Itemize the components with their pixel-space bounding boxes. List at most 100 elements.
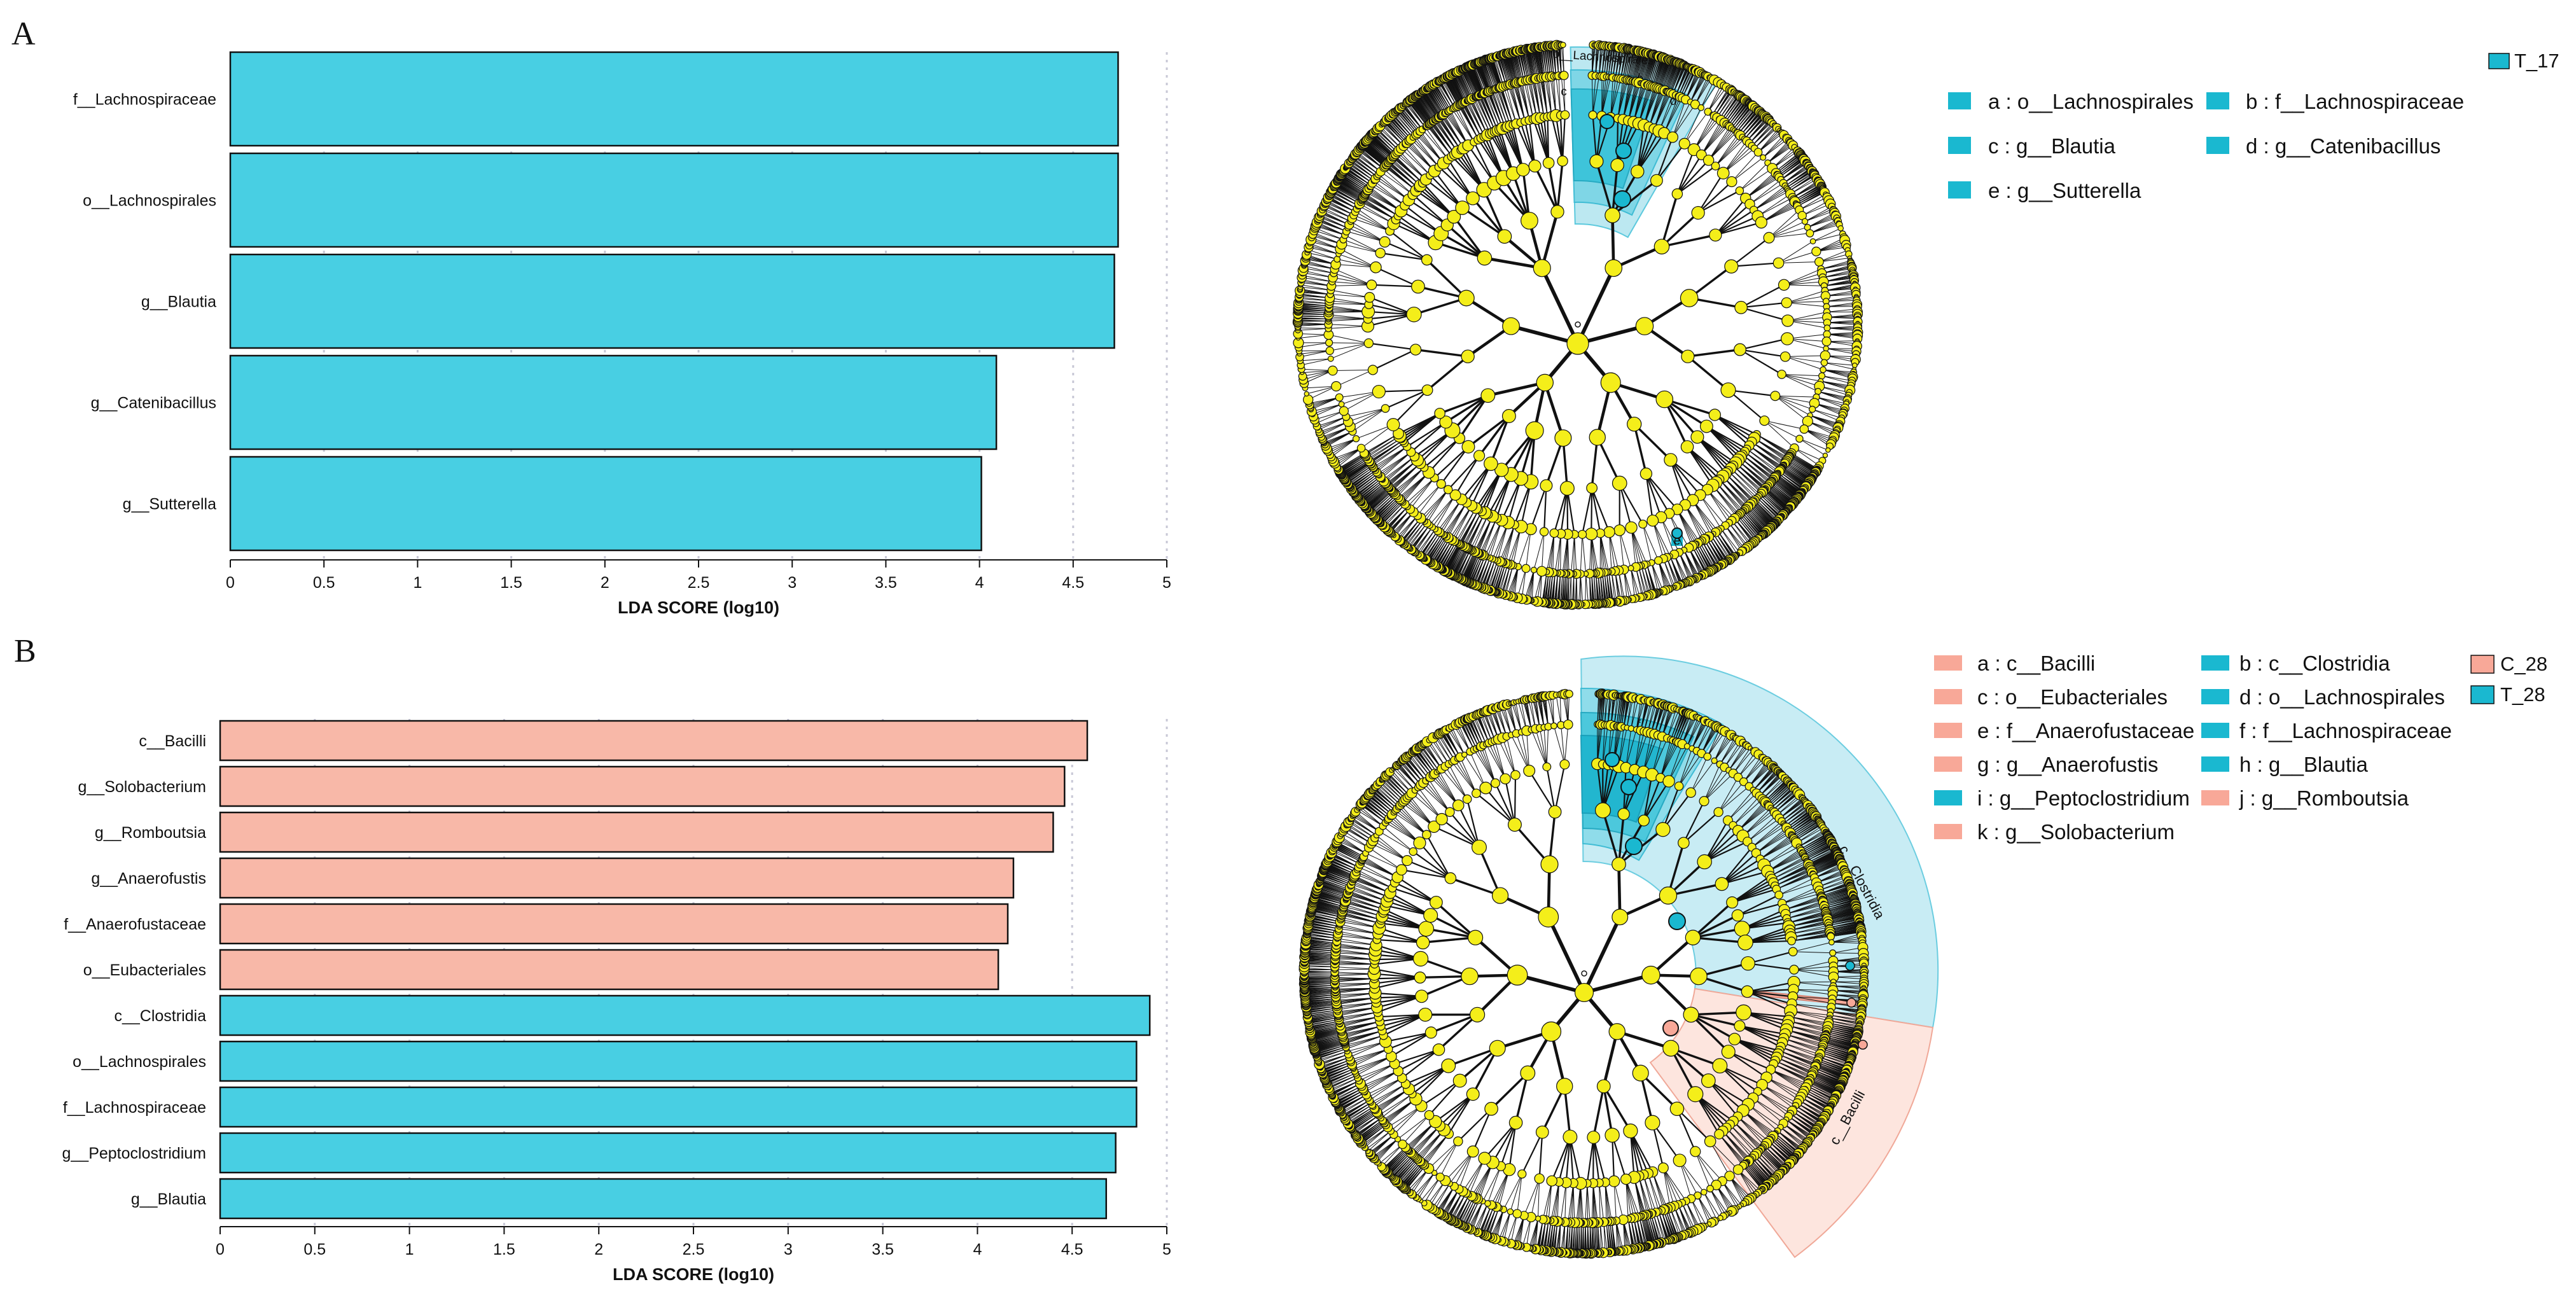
tree-edge [1692,499,1718,531]
tree-edge [1728,470,1757,500]
tree-node [1709,228,1722,242]
tree-edge [1633,424,1648,474]
tree-edge [1343,239,1381,254]
tree-edge [1804,428,1832,443]
tree-edge [1765,489,1788,510]
tree-edge [1723,143,1750,174]
tree-edge [1431,494,1456,527]
tree-edge [1783,277,1823,286]
tree-edge [1585,573,1587,604]
tree-edge [1787,320,1828,323]
tree-edge [1304,370,1333,384]
tree-edge [1775,395,1808,422]
tree-edge [1454,455,1480,496]
tree-edge [1318,416,1347,431]
tree-edge [1499,524,1515,562]
tree-edge [1687,446,1720,480]
tree-edge [1503,524,1515,563]
tree-edge [1809,224,1840,234]
bar-chart-a: f__Lachnospiraceaeo__Lachnospiralesg__Bl… [73,51,1171,617]
tree-edge [1561,573,1565,604]
tree-edge [1688,547,1701,576]
tree-edge [1404,204,1442,234]
tree-edge [1753,189,1788,211]
tree-edge [1751,442,1784,466]
tree-edge [1307,249,1337,260]
tree-edge [1729,102,1750,127]
tree-edge [1599,533,1607,573]
tree-edge [1676,509,1697,545]
tree-edge [1601,46,1606,76]
x-axis-title-a: LDA SCORE (log10) [618,598,779,617]
tree-edge [1757,197,1793,217]
tree-edge [1611,165,1619,216]
tree-edge [1304,265,1334,274]
tree-edge [1785,169,1811,186]
tree-edge [1783,273,1822,286]
tree-node [1484,456,1498,471]
tree-node [1610,158,1624,172]
tree-edge [1739,457,1771,484]
tree-edge [1692,499,1711,536]
tree-edge [1624,569,1630,600]
tree-node [1724,259,1739,274]
tree-edge [1714,90,1733,116]
x-tick-label: 4 [975,574,984,592]
tree-edge [1412,193,1448,226]
tree-edge [1423,437,1460,468]
tree-edge [1328,326,1368,329]
tree-node [1421,384,1433,396]
tree-edge [1645,473,1678,510]
tree-edge [1786,295,1826,303]
tree-edge [1754,127,1778,149]
tree-edge [1741,512,1762,536]
tree-edge [1731,262,1779,267]
tree-edge [1608,532,1619,571]
tree-edge [1347,227,1385,242]
tree-edge [1433,446,1469,478]
tree-edge [1672,99,1686,137]
tree-edge [1365,193,1398,216]
tree-edge [1346,408,1386,417]
cladogram-a: o__Lachnospirales b c d e [1292,39,1863,610]
tree-edge [1701,122,1725,155]
tree-edge [1701,125,1729,155]
tree-node [1521,564,1531,573]
tree-edge [1328,334,1369,344]
tree-edge [1694,116,1715,150]
tree-edge [1741,307,1788,322]
tree-edge [1329,300,1369,305]
tree-node [1554,429,1572,447]
tree-edge [1361,424,1394,449]
tree-edge [1541,531,1545,571]
tree-edge [1298,342,1330,348]
tree-edge [1804,211,1834,222]
tree-edge [1543,485,1547,532]
tree-edge [1487,520,1503,557]
tree-edge [1660,517,1680,553]
tree-edge [1697,436,1727,474]
tree-node [1480,388,1496,403]
tree-edge [1371,284,1418,288]
tree-edge [1350,408,1386,428]
tree-edge [1457,508,1477,543]
tree-edge [1638,86,1653,124]
tree-edge [1749,122,1772,144]
tree-edge [1751,125,1775,146]
tree-edge [1697,172,1724,214]
tree-node [1716,167,1730,179]
tree-edge [1790,176,1816,195]
tree-edge [1707,489,1732,521]
tree-edge [1716,92,1735,118]
tree-edge [1566,488,1569,534]
tree-edge [1720,528,1738,555]
x-tick-label: 2.5 [688,574,710,592]
tree-edge [1300,284,1331,291]
tree-edge [1352,218,1390,232]
tree-node [1837,225,1844,232]
tree-edge [1441,499,1462,534]
tree-edge [1546,533,1555,573]
tree-edge [1781,373,1818,392]
tree-edge [1336,369,1374,387]
tree-edge [1737,515,1758,540]
